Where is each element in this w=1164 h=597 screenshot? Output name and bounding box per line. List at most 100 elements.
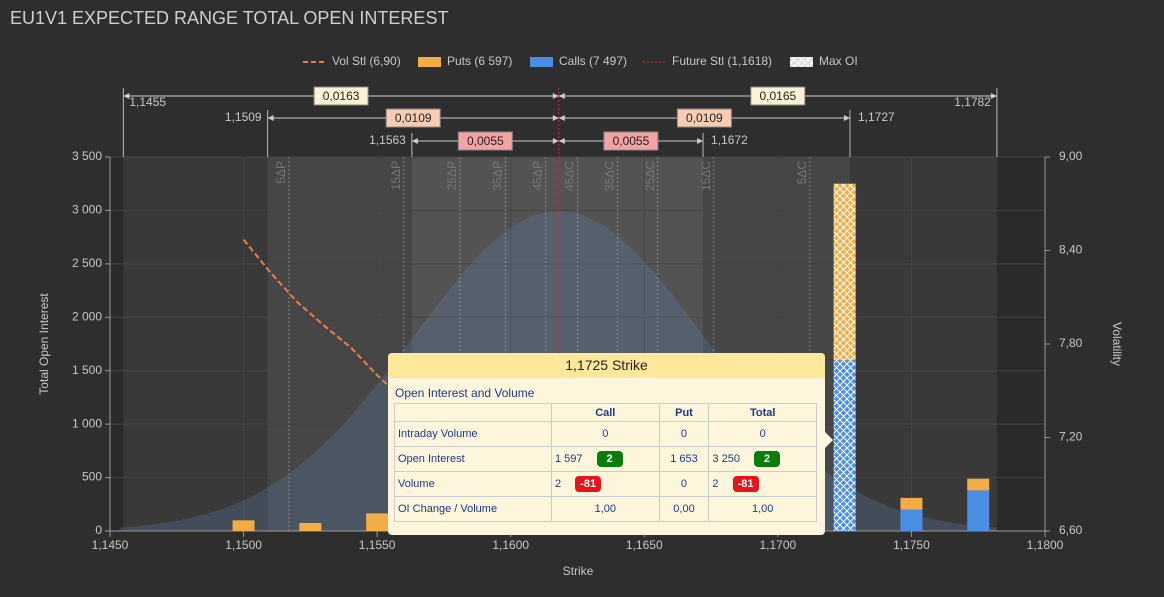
y-tick-label: 2 000 — [72, 309, 102, 323]
delta-label: 5ΔC — [795, 161, 809, 185]
bar — [900, 509, 923, 531]
legend-label: Puts (6 597) — [447, 54, 512, 68]
tooltip-table: Call Put Total Intraday Volume 0 0 0 Open Inter… — [394, 403, 817, 522]
range-width-label: 0,0109 — [686, 111, 723, 125]
range-width-box — [385, 108, 441, 128]
tooltip-cell: 1,00 — [551, 496, 660, 522]
tooltip-value: 0 — [680, 478, 688, 490]
delta-label: 35ΔC — [603, 161, 617, 191]
delta-label: 15ΔP — [389, 161, 403, 190]
tooltip-cell: 1 597 2 — [551, 446, 660, 472]
legend-label: Calls (7 497) — [559, 54, 627, 68]
tooltip-value: 1,00 — [594, 503, 616, 515]
bar — [967, 490, 990, 531]
x-tick-label: 1,1750 — [893, 538, 930, 552]
tooltip-value: 2 — [555, 478, 562, 490]
bar — [299, 522, 322, 531]
vol-line — [242, 238, 392, 389]
y2-tick-label: 7,20 — [1059, 430, 1083, 444]
tooltip-value: 1,00 — [751, 503, 774, 515]
y2-tick-label: 8,40 — [1059, 243, 1083, 257]
tooltip-row-label: Volume — [394, 471, 552, 497]
range-width-label: 0,0055 — [467, 134, 504, 148]
tooltip-section: Open Interest and Volume — [395, 386, 535, 400]
y2-tick-label: 7,80 — [1059, 336, 1083, 350]
y2-axis-title: Volatility — [1110, 322, 1124, 366]
delta-label: 45ΔP — [531, 161, 545, 190]
y-tick-label: 1 000 — [72, 416, 102, 430]
range-width-box — [750, 86, 806, 106]
range-width-label: 0,0109 — [395, 111, 432, 125]
tooltip-cell: 1,00 — [708, 496, 817, 522]
tooltip-cell: 0 — [658, 421, 710, 447]
tooltip-row-label: Intraday Volume — [394, 421, 552, 447]
tooltip-value: 1 653 — [670, 453, 698, 465]
legend-label: Future Stl (1,1618) — [672, 54, 772, 68]
change-badge: -81 — [575, 476, 602, 492]
range-width-label: 0,0165 — [760, 89, 797, 103]
range-arrow — [411, 138, 418, 144]
tooltip-title: 1,1725 Strike — [388, 353, 825, 378]
y2-tick-label: 9,00 — [1059, 149, 1083, 163]
delta-label: 5ΔP — [274, 161, 288, 184]
tooltip-cell: 1 653 — [658, 446, 710, 472]
change-badge: 2 — [753, 451, 780, 467]
range-high-label: 1,1782 — [954, 95, 991, 109]
tooltip-row-label: Open Interest — [394, 446, 552, 472]
range-arrow — [123, 93, 130, 99]
range-high-label: 1,1672 — [711, 133, 748, 147]
range-arrow — [697, 138, 704, 144]
tooltip-value: 0 — [602, 428, 609, 440]
tooltip-value: 2 — [712, 478, 719, 490]
legend-swatch — [530, 57, 553, 67]
tooltip-cell: 2 -81 — [551, 471, 660, 497]
tooltip-row-label: OI Change / Volume — [394, 496, 552, 522]
y-tick-label: 3 000 — [72, 203, 102, 217]
delta-label: 45ΔC — [563, 161, 577, 191]
range-arrow — [558, 115, 565, 121]
legend-swatch — [418, 57, 441, 67]
tooltip-cell: 0 — [658, 471, 710, 497]
delta-label: 35ΔP — [491, 161, 505, 190]
tooltip: 1,1725 Strike Open Interest and Volume C… — [388, 353, 825, 535]
tooltip-header-cell — [394, 403, 552, 422]
tooltip-cell: 0 — [708, 421, 817, 447]
range-width-label: 0,0163 — [323, 89, 360, 103]
y-tick-label: 3 500 — [72, 149, 102, 163]
change-badge: -81 — [732, 476, 759, 492]
tooltip-arrow — [825, 432, 833, 448]
range-low-label: 1,1455 — [129, 95, 166, 109]
tooltip-cell: 2 -81 — [708, 471, 817, 497]
tooltip-header-row: Call Put Total — [394, 403, 817, 422]
range-arrow — [558, 138, 565, 144]
tooltip-cell: 3 250 2 — [708, 446, 817, 472]
x-tick-label: 1,1800 — [1027, 538, 1064, 552]
x-tick-label: 1,1550 — [359, 538, 396, 552]
x-tick-label: 1,1700 — [760, 538, 797, 552]
y-tick-label: 500 — [82, 470, 102, 484]
tooltip-header-cell: Total — [708, 403, 817, 422]
tooltip-header-cell: Put — [658, 403, 710, 422]
tooltip-row: OI Change / Volume 1,00 0,00 1,00 — [394, 496, 817, 522]
tooltip-row: Open Interest 1 597 2 1 653 3 250 2 — [394, 446, 817, 472]
y-axis-title: Total Open Interest — [37, 293, 51, 395]
range-arrow — [552, 115, 559, 121]
bar — [900, 497, 923, 510]
range-arrow — [843, 115, 850, 121]
y-tick-label: 0 — [95, 523, 102, 537]
x-tick-label: 1,1450 — [92, 538, 129, 552]
tooltip-cell: 0 — [551, 421, 660, 447]
y-tick-label: 2 500 — [72, 256, 102, 270]
x-tick-label: 1,1600 — [492, 538, 529, 552]
range-width-label: 0,0055 — [613, 134, 650, 148]
change-badge: 2 — [596, 451, 623, 467]
tooltip-header-cell: Call — [551, 403, 660, 422]
legend-label: Max OI — [819, 54, 858, 68]
bar — [967, 478, 990, 491]
range-width-box — [676, 108, 732, 128]
y2-tick-label: 6,60 — [1059, 523, 1083, 537]
delta-label: 25ΔC — [643, 161, 657, 191]
tooltip-row: Volume 2 -81 0 2 -81 — [394, 471, 817, 497]
range-arrow — [552, 138, 559, 144]
